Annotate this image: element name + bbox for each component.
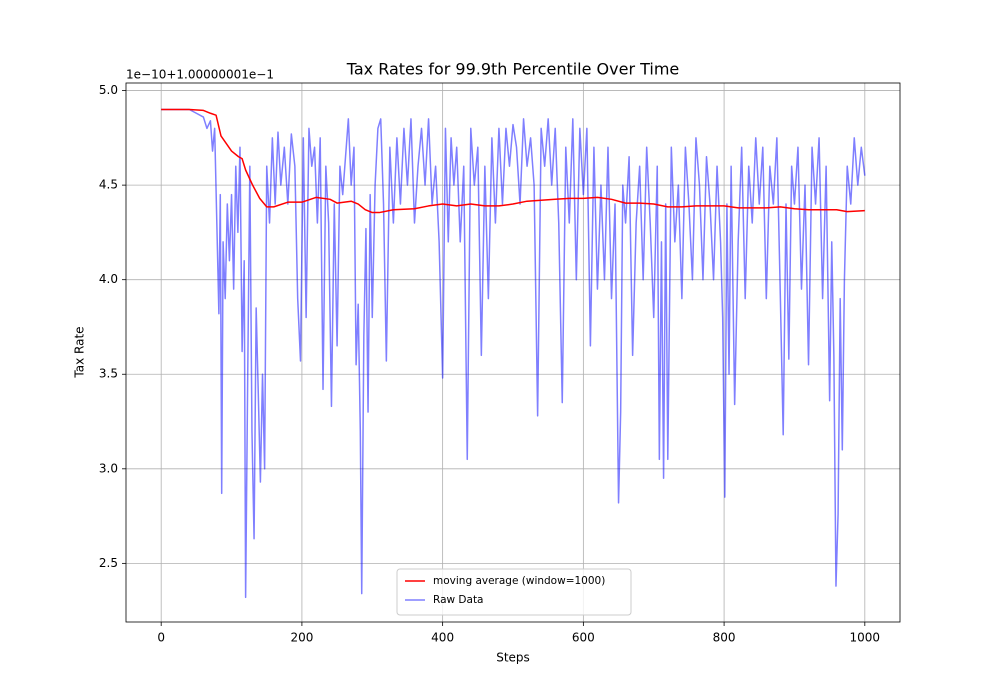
x-tick-label: 600 (572, 631, 595, 645)
data-line (161, 108, 865, 214)
x-axis-label: Steps (496, 651, 530, 665)
y-tick-label: 2.5 (99, 556, 118, 570)
y-tick-label: 4.5 (99, 178, 118, 192)
x-tick-label: 200 (290, 631, 313, 645)
legend-label: moving average (window=1000) (433, 575, 605, 587)
data-line (161, 108, 866, 599)
x-tick-label: 1000 (850, 631, 881, 645)
legend-box (396, 568, 632, 616)
y-axis-label: Tax Rate (73, 326, 87, 378)
x-tick-label: 400 (431, 631, 454, 645)
legend: moving average (window=1000) Raw Data (396, 568, 632, 616)
y-tick-label: 3.5 (99, 367, 118, 381)
y-offset-label: 1e−10+1.00000001e−1 (126, 68, 274, 82)
y-tick-label: 3.0 (99, 461, 118, 475)
x-tick-label: 0 (157, 631, 165, 645)
chart-title: Tax Rates for 99.9th Percentile Over Tim… (346, 60, 680, 79)
x-tick-label: 800 (713, 631, 736, 645)
y-tick-label: 4.0 (99, 272, 118, 286)
y-tick-label: 5.0 (99, 83, 118, 97)
legend-label: Raw Data (433, 594, 484, 606)
plot-frame (125, 82, 901, 623)
